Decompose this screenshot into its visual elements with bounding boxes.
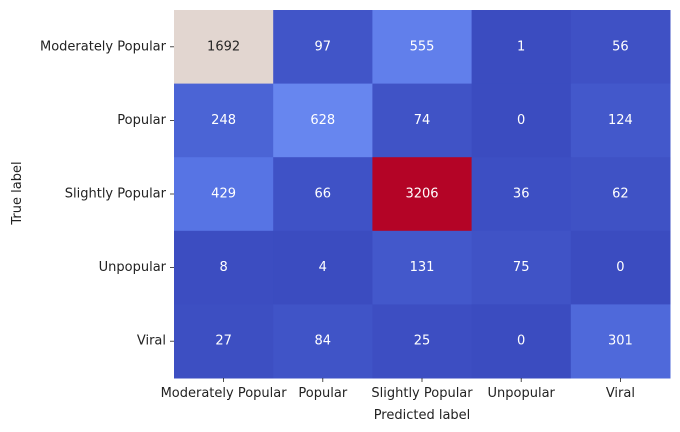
cell-value-label: 248: [211, 113, 236, 128]
x-tick-label: Popular: [298, 386, 347, 401]
heatmap-cell: [570, 83, 671, 158]
heatmap-cell: [471, 10, 572, 85]
cell-value-label: 131: [410, 260, 435, 275]
cell-value-label: 66: [315, 187, 332, 202]
heatmap-cell: [273, 230, 373, 305]
cell-value-label: 25: [414, 334, 431, 349]
x-tick-label: Unpopular: [488, 386, 556, 401]
heatmap-cell: [273, 10, 373, 85]
heatmap-cell: [570, 157, 671, 232]
x-tick-label: Viral: [606, 386, 635, 401]
cell-value-label: 1: [517, 39, 525, 54]
cell-value-label: 0: [517, 113, 525, 128]
cell-value-label: 301: [608, 334, 633, 349]
heatmap-cell: [471, 230, 572, 305]
heatmap-cell: [174, 10, 274, 85]
x-axis-title: Predicted label: [374, 408, 471, 423]
heatmap-cell: [372, 157, 473, 232]
cell-value-label: 628: [310, 113, 335, 128]
heatmap-cell: [570, 304, 671, 379]
cell-value-label: 8: [219, 260, 227, 275]
heatmap-cell: [372, 230, 473, 305]
y-axis-ticks: Moderately Popular Popular Slightly Popula…: [40, 39, 174, 349]
heatmap-cell: [570, 10, 671, 85]
y-tick-label: Unpopular: [99, 260, 167, 275]
cell-value-label: 0: [517, 334, 525, 349]
y-axis-title: True label: [10, 161, 25, 225]
heatmap-cell: [471, 83, 572, 158]
cell-value-label: 124: [608, 113, 633, 128]
y-tick-label: Slightly Popular: [65, 187, 167, 202]
heatmap-cell: [174, 157, 274, 232]
heatmap-cell: [372, 304, 473, 379]
heatmap-cell: [273, 304, 373, 379]
cell-value-label: 56: [612, 39, 629, 54]
x-tick-label: Moderately Popular: [161, 386, 288, 401]
cell-value-label: 84: [315, 334, 332, 349]
cell-value-label: 62: [612, 187, 629, 202]
x-axis-ticks: Moderately Popular Popular Slightly Popula…: [161, 378, 635, 401]
heatmap-cell: [471, 157, 572, 232]
heatmap-cell: [372, 83, 473, 158]
heatmap-cell: [570, 230, 671, 305]
heatmap-cell: [174, 304, 274, 379]
cell-value-label: 4: [319, 260, 327, 275]
heatmap-cell: [471, 304, 572, 379]
cell-value-label: 429: [211, 187, 236, 202]
cell-value-label: 36: [513, 187, 530, 202]
heatmap-cell: [174, 230, 274, 305]
cell-value-label: 74: [414, 113, 431, 128]
heatmap-cells: [174, 10, 671, 379]
heatmap-cell: [273, 157, 373, 232]
heatmap-cell: [174, 83, 274, 158]
cell-value-label: 3206: [405, 187, 438, 202]
x-tick-label: Slightly Popular: [371, 386, 473, 401]
y-tick-label: Popular: [117, 113, 166, 128]
cell-value-label: 97: [315, 39, 332, 54]
cell-value-label: 27: [215, 334, 232, 349]
heatmap-cell: [372, 10, 473, 85]
y-tick-label: Viral: [137, 334, 166, 349]
cell-value-label: 555: [410, 39, 435, 54]
y-tick-label: Moderately Popular: [40, 39, 167, 54]
cell-value-label: 1692: [207, 39, 240, 54]
cell-value-label: 75: [513, 260, 530, 275]
cell-value-label: 0: [616, 260, 624, 275]
heatmap-cell: [273, 83, 373, 158]
